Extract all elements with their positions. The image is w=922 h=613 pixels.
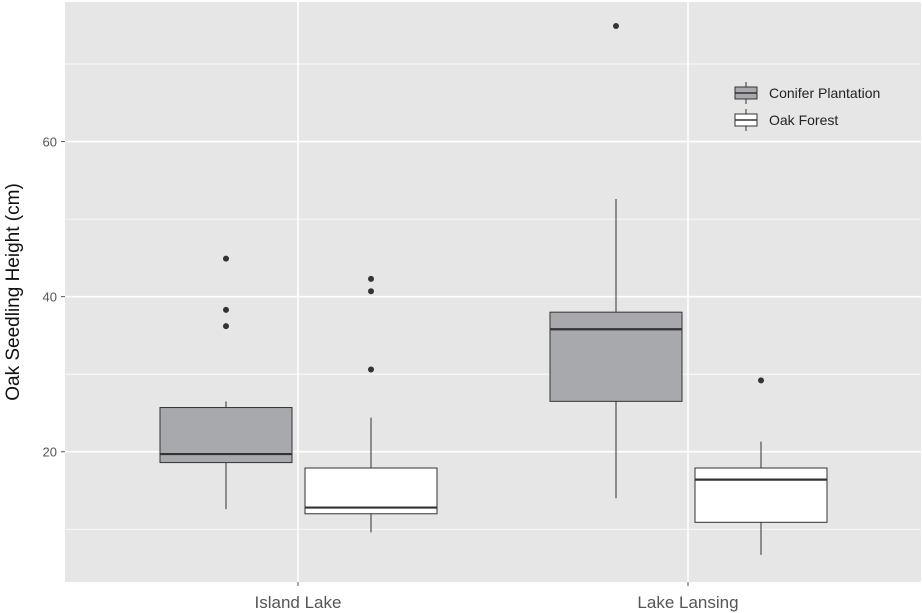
box-iqr [304,467,438,515]
outlier-point [758,377,764,384]
x-tick-label: Island Lake [255,593,342,612]
legend-label: Conifer Plantation [769,85,880,101]
box-conifer-plantation [159,255,293,510]
boxes [159,23,828,555]
outlier-point [223,323,229,330]
outlier-point [368,288,374,295]
y-axis-label: Oak Seedling Height (cm) [3,183,24,401]
outlier-point [223,255,229,262]
x-tick-label: Lake Lansing [637,593,738,612]
outlier-point [368,275,374,282]
outlier-point [223,306,229,313]
box-iqr [694,467,828,523]
legend: Conifer Plantation Oak Forest [734,82,880,131]
box-conifer-plantation [549,23,683,499]
box-oak-forest [304,275,438,533]
box-oak-forest [694,377,828,555]
y-tick-label: 40 [43,290,57,305]
box-iqr [549,311,683,402]
outlier-point [368,366,374,373]
y-tick-label: 20 [43,445,57,460]
x-axis: Island Lake Lake Lansing [255,582,739,612]
legend-label: Oak Forest [769,112,838,128]
y-tick-label: 60 [43,135,57,150]
y-axis: 20 40 60 [43,135,65,460]
gridlines [65,2,921,582]
outlier-point [613,23,619,30]
